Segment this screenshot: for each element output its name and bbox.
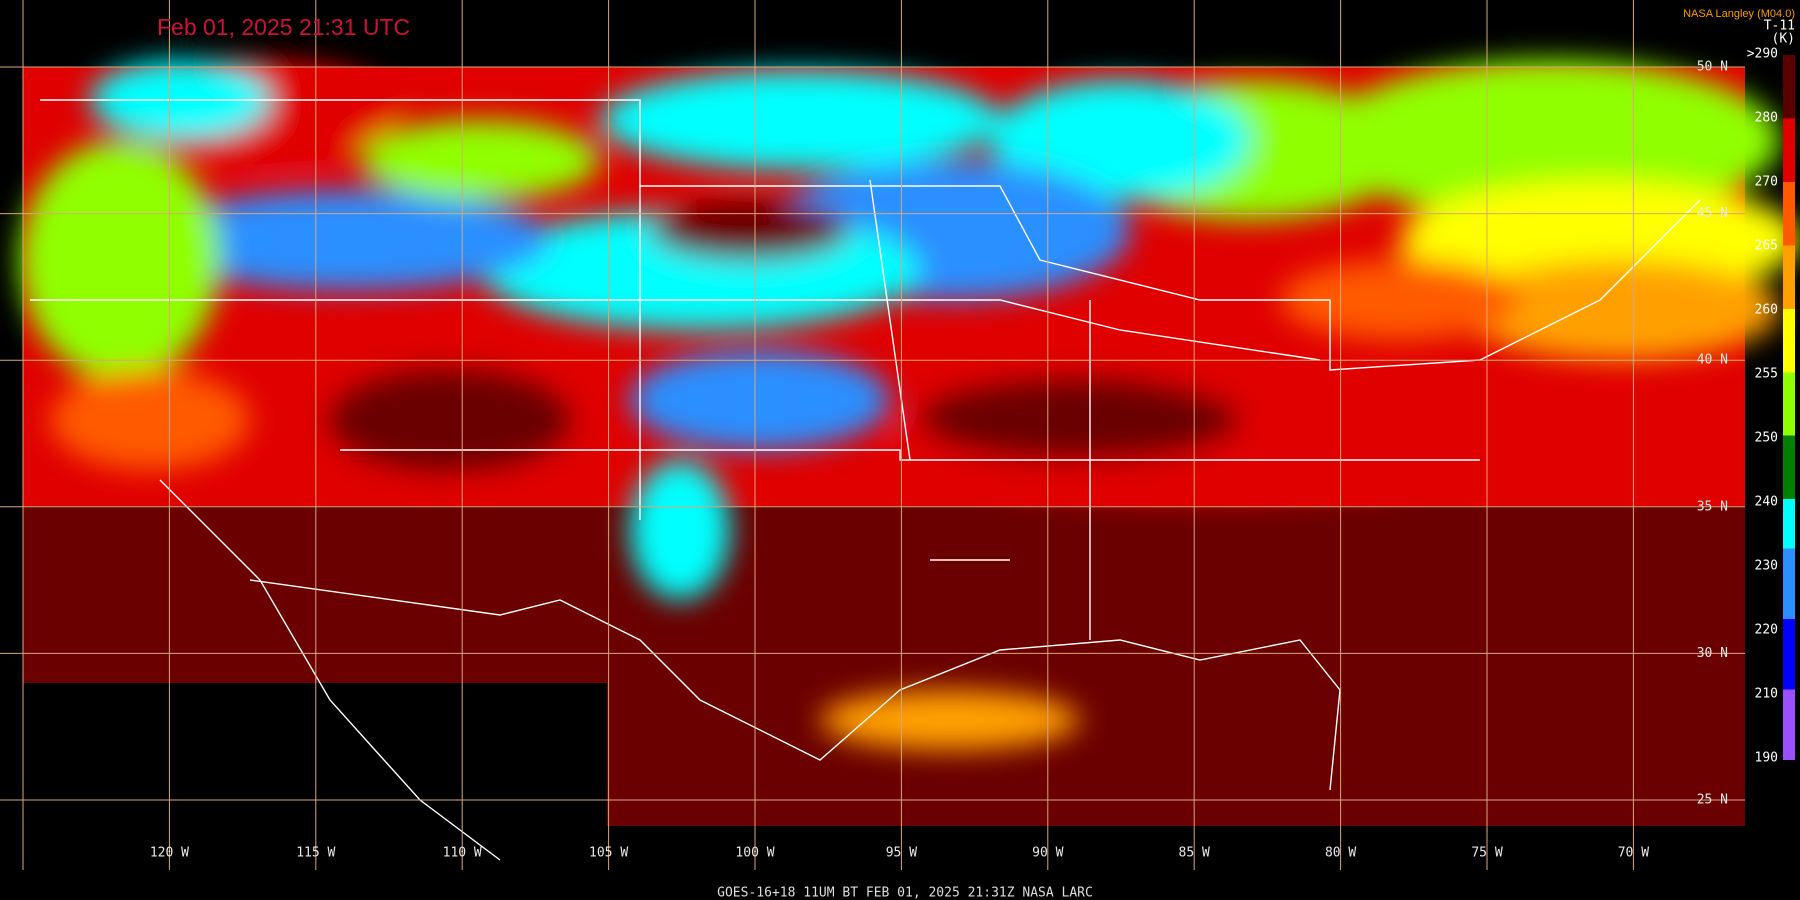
- longitude-label: 80 W: [1325, 846, 1356, 861]
- latitude-label: 45 N: [1697, 206, 1728, 221]
- longitude-label: 105 W: [589, 846, 628, 861]
- footer: GOES-16+18 11UM BT FEB 01, 2025 21:31Z N…: [717, 886, 1093, 900]
- timestamp-title: Feb 01, 2025 21:31 UTC: [157, 14, 410, 40]
- imagery: [20, 60, 1800, 826]
- colorbar: [1783, 55, 1795, 760]
- colorbar-label: >290: [1747, 47, 1778, 62]
- longitude-label: 115 W: [296, 846, 335, 861]
- source-label: NASA Langley (M04.0): [1683, 8, 1795, 20]
- latitude-label: 40 N: [1697, 353, 1728, 368]
- unit-label: (K): [1772, 32, 1795, 47]
- colorbar-label: 280: [1755, 111, 1778, 126]
- colorbar-label: 260: [1755, 303, 1778, 318]
- longitude-label: 90 W: [1032, 846, 1063, 861]
- colorbar-label: 265: [1755, 239, 1778, 254]
- border-line: [639, 179, 1091, 640]
- longitude-label: 75 W: [1471, 846, 1502, 861]
- colorbar-label: 255: [1755, 367, 1778, 382]
- border-line: [340, 449, 1480, 461]
- latitude-label: 25 N: [1697, 793, 1728, 808]
- colorbar-label: 190: [1755, 751, 1778, 766]
- longitude-label: 120 W: [150, 846, 189, 861]
- latitude-label: 50 N: [1697, 60, 1728, 75]
- colorbar-label: 210: [1755, 687, 1778, 702]
- channel-label: T-11: [1764, 19, 1795, 34]
- border-line: [249, 579, 1341, 791]
- latitude-label: 30 N: [1697, 646, 1728, 661]
- colorbar-label: 270: [1755, 175, 1778, 190]
- longitude-label: 85 W: [1179, 846, 1210, 861]
- colorbar-label: 220: [1755, 623, 1778, 638]
- longitude-label: 100 W: [735, 846, 774, 861]
- colorbar-label: 230: [1755, 559, 1778, 574]
- colorbar-label: 240: [1755, 495, 1778, 510]
- colorbar-label: 250: [1755, 431, 1778, 446]
- longitude-label: 70 W: [1618, 846, 1649, 861]
- colorbar-labels: >290 280 270 265 260 255 250 240 230 220 210 190: [1747, 47, 1778, 766]
- longitude-label: 110 W: [443, 846, 482, 861]
- border-line: [30, 299, 1321, 361]
- border-line: [159, 479, 501, 861]
- border-line: [40, 99, 1701, 371]
- borders: [30, 99, 1701, 861]
- graticule: 120 W 115 W 110 W 105 W 100 W 95 W 90 W 85 W 80 …: [0, 0, 1745, 870]
- imagery-warm: [607, 506, 1745, 826]
- longitude-label: 95 W: [886, 846, 917, 861]
- latitude-label: 35 N: [1697, 499, 1728, 514]
